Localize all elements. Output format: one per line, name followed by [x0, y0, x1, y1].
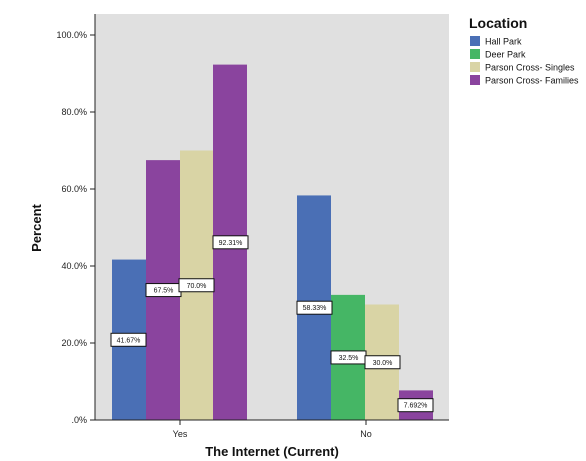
data-label-box [212, 235, 249, 250]
legend-item: Hall Park [470, 36, 522, 47]
legend-label: Parson Cross- Families [485, 76, 579, 86]
legend-swatch [470, 75, 480, 85]
data-label-text: 70.0% [187, 283, 207, 290]
data-label: 32.5% [330, 350, 367, 365]
data-label-box [364, 355, 401, 370]
data-label-text: 41.67% [117, 337, 141, 344]
data-label-box [178, 278, 215, 293]
data-label: 30.0% [364, 355, 401, 370]
legend: Location Hall Park Deer Park Parson Cross-… [469, 15, 579, 86]
legend-title: Location [469, 15, 527, 31]
y-tick-label: .0% [71, 415, 87, 425]
data-label: 70.0% [178, 278, 215, 293]
legend-swatch [470, 36, 480, 46]
y-tick-label: 40.0% [61, 261, 87, 271]
data-label-box [110, 332, 147, 347]
data-label-text: 7.692% [404, 403, 428, 410]
data-label-text: 67.5% [154, 288, 174, 295]
legend-label: Parson Cross- Singles [485, 63, 575, 73]
legend-item: Parson Cross- Singles [470, 62, 575, 73]
data-label: 92.31% [212, 235, 249, 250]
data-label-text: 92.31% [219, 240, 243, 247]
legend-label: Hall Park [485, 37, 522, 47]
data-label: 67.5% [145, 283, 182, 298]
data-label-text: 32.5% [339, 355, 359, 362]
y-tick-label: 80.0% [61, 107, 87, 117]
data-label-box [397, 398, 434, 413]
x-axis: Yes No [95, 419, 449, 439]
legend-swatch [470, 62, 480, 72]
data-label-text: 58.33% [303, 305, 327, 312]
data-label: 7.692% [397, 398, 434, 413]
legend-label: Deer Park [485, 50, 526, 60]
y-axis: 100.0% 80.0% 60.0% 40.0% 20.0% .0% [56, 14, 96, 425]
data-label: 58.33% [296, 300, 333, 315]
y-axis-title: Percent [29, 203, 44, 251]
x-axis-title: The Internet (Current) [205, 444, 339, 459]
y-tick-label: 60.0% [61, 184, 87, 194]
data-label-box [296, 300, 333, 315]
y-tick-label: 100.0% [56, 30, 87, 40]
x-tick-label: No [360, 429, 372, 439]
legend-item: Deer Park [470, 49, 526, 60]
legend-item: Parson Cross- Families [470, 75, 579, 86]
data-labels: 41.67% 67.5% 70.0% 92.31% 58.33% 32.5% 30.0% 7.… [110, 235, 434, 413]
data-label-text: 30.0% [373, 360, 393, 367]
x-tick-label: Yes [173, 429, 188, 439]
data-label: 41.67% [110, 332, 147, 347]
y-tick-label: 20.0% [61, 338, 87, 348]
legend-swatch [470, 49, 480, 59]
